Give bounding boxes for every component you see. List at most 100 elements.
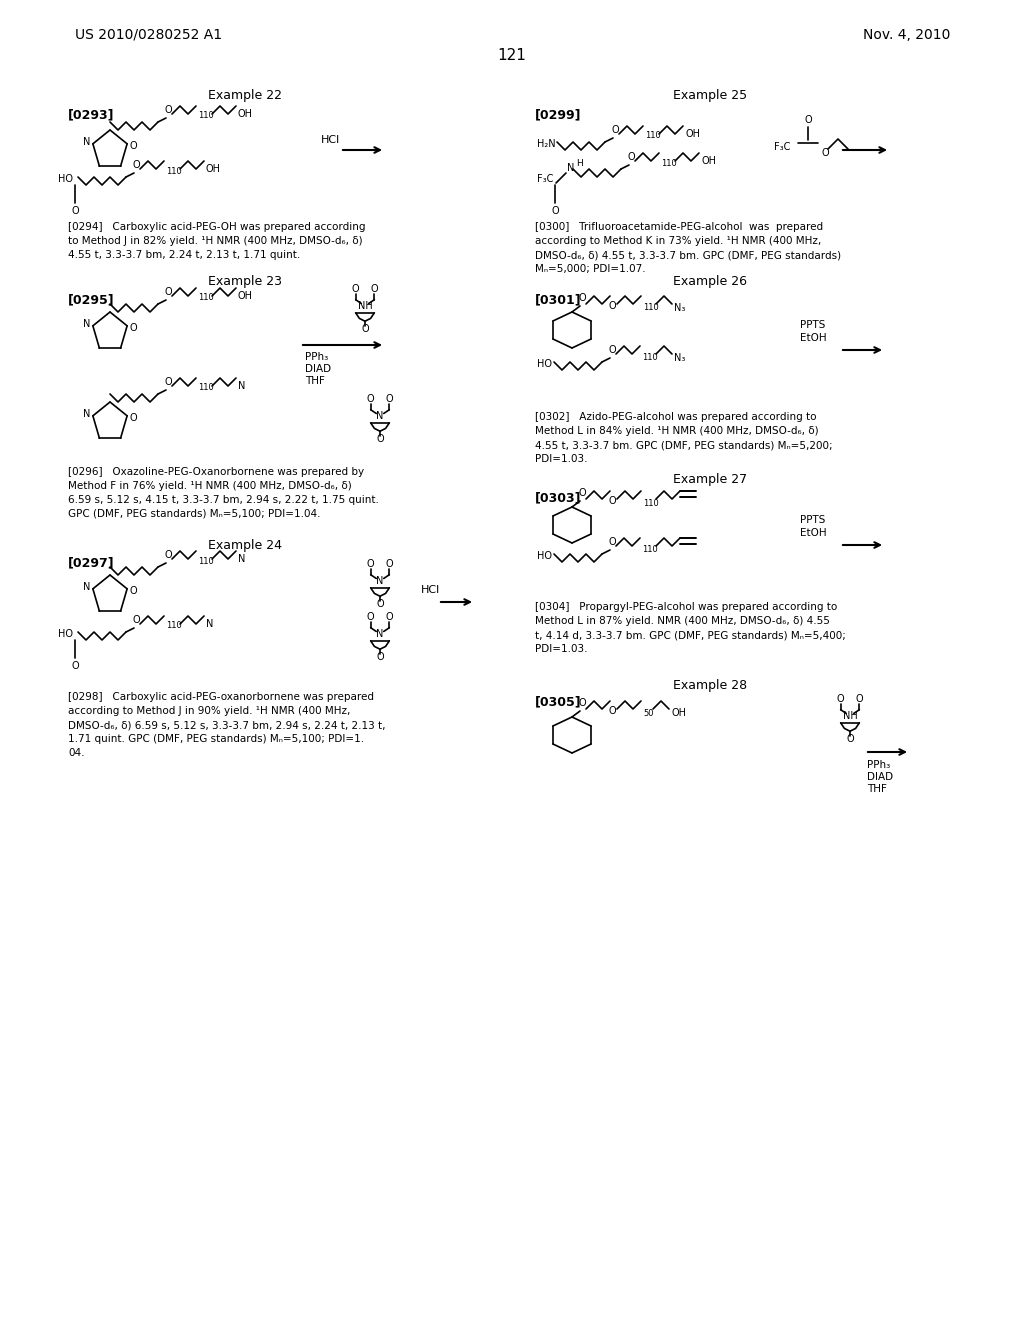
Text: 110: 110	[643, 304, 658, 313]
Text: N: N	[83, 409, 90, 418]
Text: O: O	[361, 323, 369, 334]
Text: 50: 50	[643, 709, 653, 718]
Text: O: O	[352, 284, 359, 294]
Text: EtOH: EtOH	[800, 333, 826, 343]
Text: O: O	[164, 106, 172, 115]
Text: O: O	[386, 395, 393, 404]
Text: [0295]: [0295]	[68, 293, 115, 306]
Text: O: O	[72, 206, 79, 216]
Text: 110: 110	[198, 293, 214, 302]
Text: O: O	[132, 160, 140, 170]
Text: 121: 121	[498, 48, 526, 62]
Text: O: O	[608, 301, 615, 312]
Text: O: O	[608, 537, 615, 546]
Text: O: O	[129, 586, 137, 595]
Text: 110: 110	[642, 545, 657, 554]
Text: Example 27: Example 27	[673, 474, 748, 487]
Text: PPTS: PPTS	[800, 515, 825, 525]
Text: N: N	[376, 577, 384, 586]
Text: 110: 110	[662, 158, 677, 168]
Text: H: H	[575, 158, 583, 168]
Text: [0302]   Azido-PEG-alcohol was prepared according to
Method L in 84% yield. ¹H N: [0302] Azido-PEG-alcohol was prepared ac…	[535, 412, 833, 465]
Text: OH: OH	[701, 156, 716, 166]
Text: Example 22: Example 22	[208, 88, 282, 102]
Text: F₃C: F₃C	[537, 174, 553, 183]
Text: [0304]   Propargyl-PEG-alcohol was prepared according to
Method L in 87% yield. : [0304] Propargyl-PEG-alcohol was prepare…	[535, 602, 846, 653]
Text: 110: 110	[198, 111, 214, 120]
Text: Example 28: Example 28	[673, 678, 748, 692]
Text: [0300]   Trifluoroacetamide-PEG-alcohol  was  prepared
according to Method K in : [0300] Trifluoroacetamide-PEG-alcohol wa…	[535, 222, 841, 275]
Text: HCl: HCl	[421, 585, 439, 595]
Text: O: O	[164, 550, 172, 560]
Text: O: O	[579, 698, 586, 708]
Text: THF: THF	[867, 784, 887, 795]
Text: H₂N: H₂N	[537, 139, 556, 149]
Text: OH: OH	[238, 290, 253, 301]
Text: [0299]: [0299]	[535, 108, 582, 121]
Text: O: O	[129, 323, 137, 333]
Text: Example 24: Example 24	[208, 539, 282, 552]
Text: O: O	[608, 345, 615, 355]
Text: O: O	[386, 560, 393, 569]
Text: N: N	[238, 381, 246, 391]
Text: O: O	[579, 488, 586, 498]
Text: [0303]: [0303]	[535, 491, 582, 504]
Text: O: O	[855, 694, 863, 705]
Text: 110: 110	[166, 166, 181, 176]
Text: PPh₃: PPh₃	[867, 760, 890, 770]
Text: [0298]   Carboxylic acid-PEG-oxanorbornene was prepared
according to Method J in: [0298] Carboxylic acid-PEG-oxanorbornene…	[68, 692, 385, 758]
Text: 110: 110	[643, 499, 658, 507]
Text: Example 26: Example 26	[673, 276, 746, 289]
Text: Example 25: Example 25	[673, 88, 748, 102]
Text: O: O	[608, 496, 615, 506]
Text: PPh₃: PPh₃	[305, 352, 329, 362]
Text: O: O	[822, 148, 829, 158]
Text: O: O	[611, 125, 618, 135]
Text: [0305]: [0305]	[535, 696, 582, 709]
Text: O: O	[376, 652, 384, 661]
Text: N: N	[567, 162, 574, 173]
Text: F₃C: F₃C	[773, 143, 790, 152]
Text: Example 23: Example 23	[208, 276, 282, 289]
Text: O: O	[367, 395, 375, 404]
Text: [0294]   Carboxylic acid-PEG-OH was prepared according
to Method J in 82% yield.: [0294] Carboxylic acid-PEG-OH was prepar…	[68, 222, 366, 260]
Text: [0301]: [0301]	[535, 293, 582, 306]
Text: 110: 110	[198, 557, 214, 565]
Text: DIAD: DIAD	[305, 364, 331, 374]
Text: [0297]: [0297]	[68, 557, 115, 569]
Text: N: N	[83, 582, 90, 591]
Text: O: O	[371, 284, 378, 294]
Text: HO: HO	[58, 174, 73, 183]
Text: 110: 110	[198, 384, 214, 392]
Text: OH: OH	[685, 129, 700, 139]
Text: Nov. 4, 2010: Nov. 4, 2010	[862, 28, 950, 42]
Text: O: O	[164, 286, 172, 297]
Text: HO: HO	[58, 630, 73, 639]
Text: HCl: HCl	[321, 135, 340, 145]
Text: N: N	[238, 554, 246, 564]
Text: O: O	[367, 612, 375, 623]
Text: N: N	[376, 630, 384, 639]
Text: [0296]   Oxazoline-PEG-Oxanorbornene was prepared by
Method F in 76% yield. ¹H N: [0296] Oxazoline-PEG-Oxanorbornene was p…	[68, 467, 379, 519]
Text: N: N	[376, 412, 384, 421]
Text: OH: OH	[671, 708, 686, 718]
Text: OH: OH	[206, 164, 221, 174]
Text: O: O	[72, 661, 79, 671]
Text: O: O	[551, 206, 559, 216]
Text: NH: NH	[357, 301, 373, 312]
Text: O: O	[837, 694, 845, 705]
Text: HO: HO	[537, 550, 552, 561]
Text: N₃: N₃	[674, 352, 685, 363]
Text: NH: NH	[843, 711, 857, 721]
Text: O: O	[608, 706, 615, 715]
Text: N: N	[83, 137, 90, 147]
Text: OH: OH	[238, 110, 253, 119]
Text: O: O	[579, 293, 586, 304]
Text: O: O	[164, 378, 172, 387]
Text: O: O	[804, 115, 812, 125]
Text: EtOH: EtOH	[800, 528, 826, 539]
Text: O: O	[846, 734, 854, 743]
Text: N: N	[83, 319, 90, 329]
Text: HO: HO	[537, 359, 552, 370]
Text: 110: 110	[166, 622, 181, 631]
